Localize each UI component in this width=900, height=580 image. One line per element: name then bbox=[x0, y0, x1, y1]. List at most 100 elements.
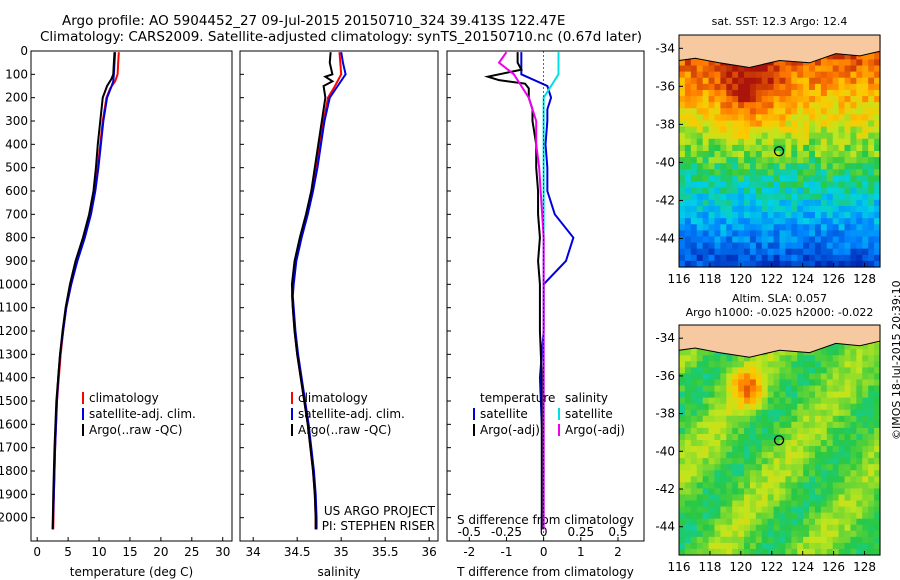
map-cell bbox=[726, 157, 733, 164]
map-cell bbox=[744, 144, 751, 152]
map-cell bbox=[791, 397, 798, 405]
map-cell bbox=[744, 470, 751, 477]
map-cell bbox=[868, 433, 875, 441]
map-cell bbox=[726, 361, 733, 368]
map-cell bbox=[838, 506, 846, 514]
map-cell bbox=[767, 144, 775, 152]
map-cell bbox=[856, 187, 863, 195]
map-cell bbox=[803, 470, 810, 477]
map-cell bbox=[708, 476, 716, 483]
map-cell bbox=[809, 518, 816, 526]
map-cell bbox=[679, 59, 686, 67]
map-cell bbox=[814, 494, 822, 502]
map-cell bbox=[738, 230, 745, 238]
map-cell bbox=[738, 500, 745, 508]
map-cell bbox=[820, 230, 828, 238]
map-cell bbox=[749, 126, 757, 134]
map-cell bbox=[773, 482, 781, 490]
map-cell bbox=[820, 409, 828, 417]
map-cell bbox=[773, 71, 781, 79]
map-cell bbox=[797, 536, 804, 544]
map-cell bbox=[732, 132, 739, 140]
map-cell bbox=[755, 71, 763, 79]
map-cell bbox=[761, 236, 769, 244]
map-cell bbox=[844, 242, 852, 250]
map-cell bbox=[832, 397, 840, 405]
map-cell bbox=[714, 169, 721, 177]
map-cell bbox=[679, 77, 686, 85]
map-cell bbox=[720, 89, 727, 97]
map-cell bbox=[850, 144, 857, 152]
map-cell bbox=[803, 524, 810, 532]
map-cell bbox=[702, 242, 710, 250]
map-cell bbox=[755, 385, 763, 393]
map-cell bbox=[797, 367, 804, 375]
series-line-difference-1 bbox=[483, 52, 543, 530]
x-tick-label-salinity: 35 bbox=[334, 545, 349, 559]
map-cell bbox=[791, 548, 798, 556]
map-cell bbox=[714, 536, 721, 544]
map-cell bbox=[791, 433, 798, 441]
map-cell bbox=[732, 379, 739, 387]
map-cell bbox=[791, 126, 798, 134]
map-cell bbox=[744, 157, 751, 164]
map-cell bbox=[708, 397, 716, 405]
map-cell bbox=[862, 385, 869, 393]
map-cell bbox=[726, 518, 733, 526]
map-cell bbox=[844, 488, 852, 496]
map-cell bbox=[826, 464, 834, 471]
map-cell bbox=[696, 71, 704, 79]
map-cell bbox=[814, 530, 822, 538]
map-cell bbox=[791, 138, 798, 146]
map-cell bbox=[814, 355, 822, 362]
map-cell bbox=[773, 421, 781, 429]
map-cell bbox=[809, 361, 816, 368]
map-cell bbox=[708, 83, 716, 91]
map-cell bbox=[679, 126, 686, 134]
map-cell bbox=[755, 488, 763, 496]
map-cell bbox=[838, 482, 846, 490]
map-cell bbox=[850, 157, 857, 164]
map-cell bbox=[862, 355, 869, 362]
map-cell bbox=[820, 403, 828, 411]
map-cell bbox=[874, 224, 881, 231]
map-cell bbox=[862, 536, 869, 544]
map-cell bbox=[738, 83, 745, 91]
map-y-tick-label: -44 bbox=[655, 231, 675, 245]
map-cell bbox=[809, 199, 816, 207]
map-cell bbox=[696, 254, 704, 262]
map-cell bbox=[844, 71, 852, 79]
map-cell bbox=[749, 65, 757, 73]
map-cell bbox=[850, 175, 857, 183]
map-cell bbox=[826, 77, 834, 85]
map-cell bbox=[708, 120, 716, 128]
map-cell bbox=[690, 536, 698, 544]
map-cell bbox=[761, 427, 769, 435]
map-cell bbox=[809, 77, 816, 85]
map-cell bbox=[755, 476, 763, 483]
legend-label-salinity: satellite-adj. clim. bbox=[298, 407, 405, 421]
x-tick-label-difference: 0 bbox=[540, 545, 548, 559]
map-cell bbox=[755, 126, 763, 134]
map-cell bbox=[844, 385, 852, 393]
map-cell bbox=[809, 181, 816, 189]
map-cell bbox=[702, 169, 710, 177]
map-cell bbox=[744, 385, 751, 393]
map-cell bbox=[862, 349, 869, 356]
map-cell bbox=[696, 440, 704, 447]
map-cell bbox=[767, 494, 775, 502]
map-cell bbox=[814, 254, 822, 262]
map-cell bbox=[868, 512, 875, 520]
map-cell bbox=[749, 361, 757, 368]
map-cell bbox=[749, 470, 757, 477]
x-axis-label-salinity: salinity bbox=[317, 565, 360, 579]
map-cell bbox=[826, 175, 834, 183]
map-cell bbox=[714, 77, 721, 85]
map-cell bbox=[791, 175, 798, 183]
map-cell bbox=[732, 464, 739, 471]
map-cell bbox=[726, 132, 733, 140]
map-cell bbox=[797, 187, 804, 195]
map-cell bbox=[785, 224, 792, 231]
map-cell bbox=[820, 379, 828, 387]
map-cell bbox=[690, 518, 698, 526]
